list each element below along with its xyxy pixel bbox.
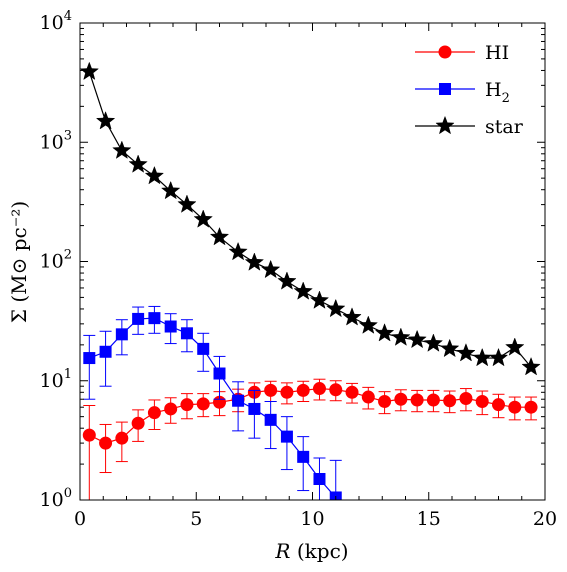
data-point-h2 [232, 394, 245, 407]
data-point-hi [426, 393, 440, 407]
data-point-hi [524, 400, 538, 414]
data-point-star [95, 111, 116, 130]
y-tick-label: 104 [40, 9, 72, 34]
data-point-star [193, 209, 213, 228]
x-tick-label: 10 [300, 508, 324, 530]
data-point-star [160, 180, 181, 200]
data-point-hi [410, 393, 424, 407]
data-point-hi [345, 385, 359, 399]
data-point-star [423, 333, 444, 352]
data-point-hi [280, 385, 294, 399]
data-point-star [391, 327, 411, 346]
data-point-h2 [132, 312, 145, 325]
data-point-star [244, 252, 265, 271]
data-point-hi [264, 383, 278, 397]
data-point-h2 [297, 450, 310, 463]
legend-marker-star [435, 115, 455, 135]
y-axis-label: Σ (M⊙ pc⁻²) [7, 201, 31, 323]
data-point-hi [508, 400, 522, 414]
data-point-star [488, 347, 509, 367]
data-point-star [358, 315, 379, 334]
data-point-star [326, 298, 346, 318]
data-point-hi [82, 428, 96, 442]
data-point-h2 [280, 430, 293, 443]
x-tick-label: 0 [74, 508, 86, 530]
y-tick-label: 100 [40, 486, 72, 511]
data-point-hi [459, 391, 473, 405]
data-point-star [293, 281, 313, 300]
y-tick-label: 102 [40, 248, 72, 273]
data-point-star [209, 226, 230, 246]
legend-marker-h2 [439, 83, 451, 95]
data-point-star [456, 343, 476, 362]
series-star [80, 61, 541, 376]
y-tick-label: 103 [40, 128, 72, 153]
data-point-hi [492, 398, 505, 412]
legend-label-hi: HI [485, 42, 509, 64]
data-point-h2 [148, 312, 161, 325]
ticks-layer [79, 22, 546, 501]
data-point-star [277, 271, 297, 290]
series-line-hi [89, 387, 532, 444]
data-point-star [407, 329, 427, 349]
data-point-star [128, 154, 148, 173]
legend: HI H2 star [415, 42, 524, 138]
legend-label-star: star [485, 116, 524, 138]
data-point-hi [115, 431, 129, 445]
data-point-star [472, 347, 492, 367]
x-tick-label: 15 [417, 508, 441, 530]
x-tick-label: 20 [533, 508, 557, 530]
data-point-star [439, 338, 460, 358]
plot-frame [79, 22, 546, 501]
legend-marker-hi [438, 45, 452, 59]
data-point-hi [164, 402, 178, 416]
data-point-hi [180, 398, 194, 412]
data-point-hi [312, 382, 326, 396]
data-point-star [112, 140, 132, 159]
data-point-star [342, 307, 362, 326]
data-point-hi [329, 383, 343, 397]
data-point-star [260, 259, 281, 279]
data-point-h2 [329, 491, 342, 500]
legend-label-h2: H2 [485, 79, 510, 106]
data-point-hi [394, 392, 408, 406]
data-point-h2 [264, 413, 277, 426]
data-point-star [505, 337, 525, 356]
data-point-hi [475, 394, 489, 408]
data-point-h2 [83, 352, 96, 365]
data-point-h2 [197, 342, 210, 355]
data-point-star [521, 356, 541, 376]
x-tick-label: 5 [190, 508, 202, 530]
data-point-star [374, 323, 395, 342]
data-point-h2 [164, 320, 177, 333]
data-point-hi [296, 383, 310, 397]
series-h2 [83, 305, 342, 500]
data-point-hi [196, 397, 210, 411]
x-axis-label: R (kpc) [274, 539, 348, 563]
data-point-h2 [313, 473, 326, 486]
data-point-h2 [115, 328, 128, 341]
data-point-h2 [180, 327, 193, 340]
data-point-hi [147, 406, 161, 420]
series-layer [80, 61, 541, 500]
data-point-h2 [248, 402, 261, 415]
data-point-star [228, 241, 248, 261]
data-point-h2 [99, 345, 112, 358]
data-point-hi [99, 436, 113, 450]
tick-labels-layer: 0 5 10 15 20 100 101 102 103 104 [40, 9, 558, 530]
data-point-hi [131, 416, 145, 430]
data-point-h2 [213, 367, 226, 380]
data-point-star [144, 165, 165, 185]
y-tick-label: 101 [40, 367, 72, 392]
data-point-star [177, 194, 197, 213]
data-point-hi [443, 394, 457, 408]
data-point-hi [361, 390, 375, 404]
data-point-hi [378, 394, 392, 408]
series-line-h2 [89, 317, 337, 498]
series-hi [82, 378, 538, 500]
data-point-star [80, 61, 100, 81]
data-point-star [309, 290, 330, 309]
